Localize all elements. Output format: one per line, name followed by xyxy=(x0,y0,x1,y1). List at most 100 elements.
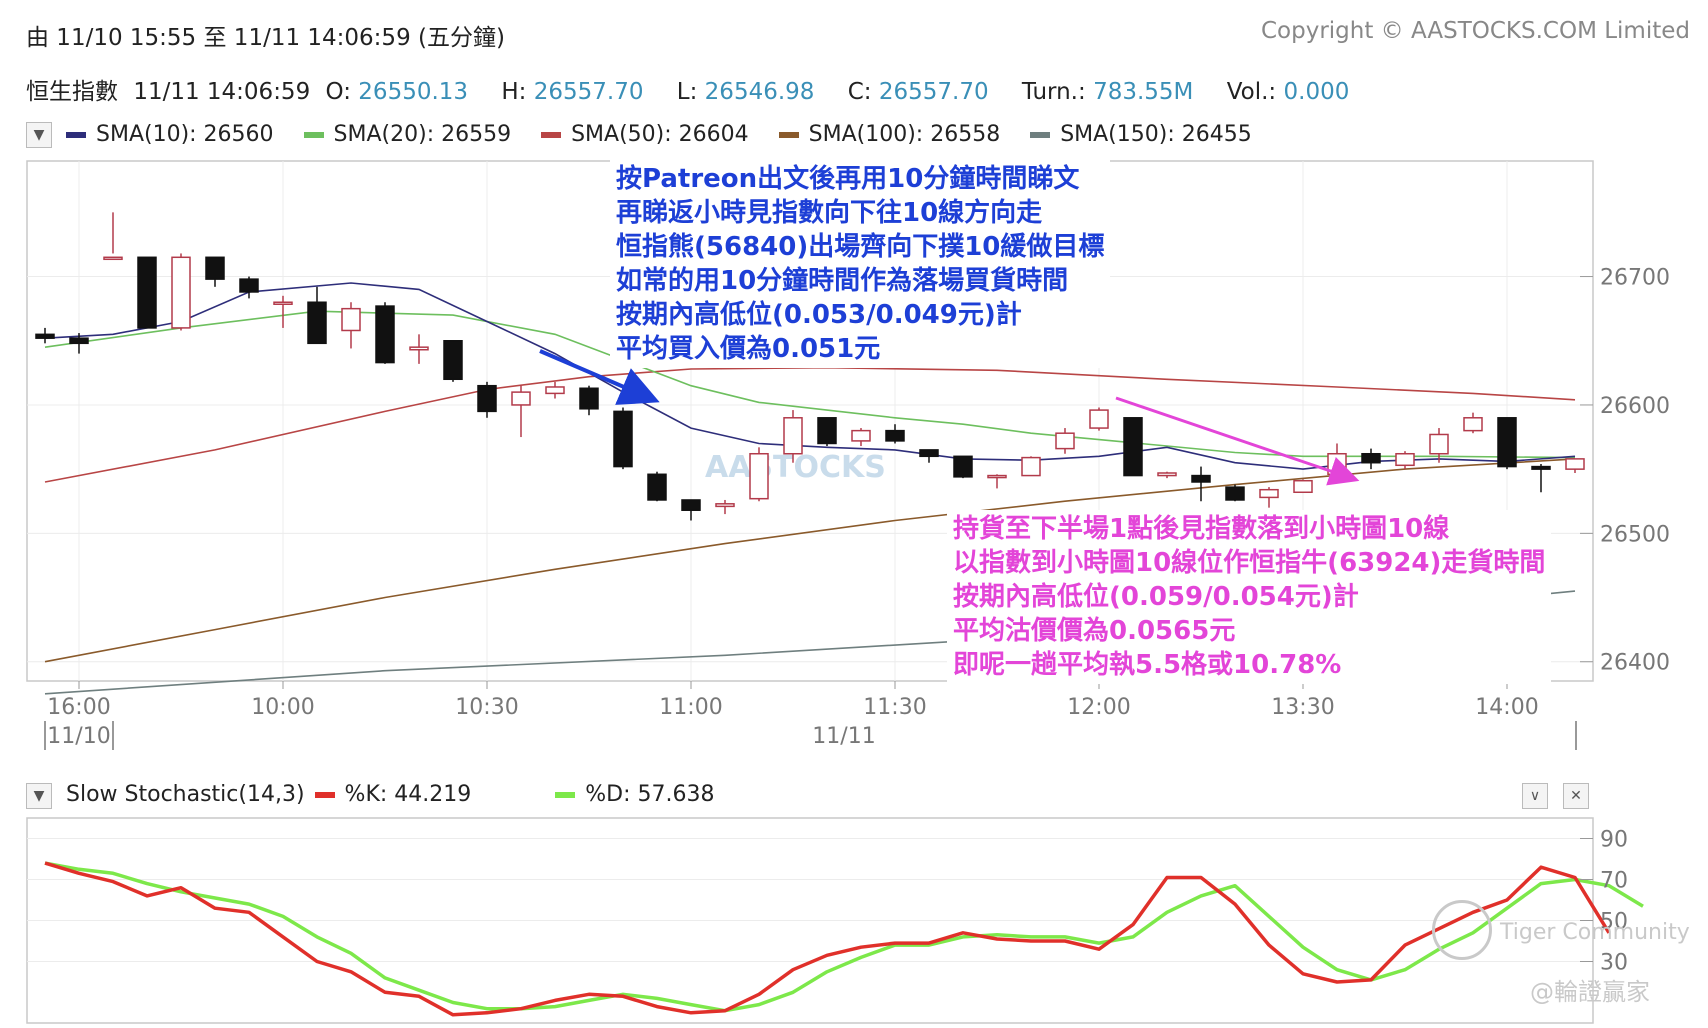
time-tick-label: 10:30 xyxy=(455,695,518,720)
annotation-blue-line: 如常的用10分鐘時間作為落場買貨時間 xyxy=(616,266,1069,296)
legend-sma10: SMA(10): 26560 xyxy=(66,122,274,147)
candle-down xyxy=(375,302,395,364)
sma150-swatch xyxy=(1030,131,1051,138)
candle-body xyxy=(477,384,497,413)
candle-up xyxy=(749,447,769,502)
candle-body xyxy=(1429,433,1449,455)
copyright: Copyright © AASTOCKS.COM Limited xyxy=(1260,18,1690,44)
time-tick-label: 10:00 xyxy=(251,695,314,720)
annotation-blue-line: 按Patreon出文後再用10分鐘時間睇文 xyxy=(616,164,1080,194)
chart-watermark: AASTOCKS xyxy=(705,450,886,485)
candle-body xyxy=(1327,452,1347,476)
candle-body xyxy=(511,391,531,406)
candle-up xyxy=(341,302,361,349)
sma50-swatch xyxy=(541,131,562,138)
candle-down xyxy=(681,499,701,521)
candle-down xyxy=(953,455,973,479)
stochastic-chart[interactable]: 90 70 50 30 xyxy=(0,815,1708,1028)
candle-body xyxy=(681,499,701,511)
annotation-blue-line: 恒指熊(56840)出場齊向下撲10緩做目標 xyxy=(616,232,1105,262)
candle-down xyxy=(885,424,905,444)
low-label: L: xyxy=(676,79,698,105)
candle-body xyxy=(1565,458,1585,470)
sma100-label: SMA(100): 26558 xyxy=(808,122,1001,147)
candle-body xyxy=(1021,456,1041,477)
close-icon[interactable]: ✕ xyxy=(1563,783,1589,809)
candle-up xyxy=(409,334,429,364)
candle-body xyxy=(1191,474,1211,483)
annotation-pink: 持貨至下半場1點後見指數落到小時圖10線 以指數到小時圖10線位作恒指牛(639… xyxy=(947,510,1552,684)
volume-value: 0.000 xyxy=(1283,79,1350,105)
candle-up xyxy=(103,212,123,261)
candle-down xyxy=(1123,417,1143,477)
candle-body xyxy=(239,278,259,293)
time-tick-label: 11:00 xyxy=(659,695,722,720)
candle-down xyxy=(69,333,89,354)
open-label: O: xyxy=(325,79,351,105)
candle-body xyxy=(647,473,667,501)
candle-up xyxy=(783,410,803,463)
d-swatch xyxy=(555,791,576,798)
annotation-blue-line: 按期內高低位(0.053/0.049元)計 xyxy=(616,300,1022,330)
candle-body xyxy=(1259,488,1279,499)
candle-up xyxy=(851,428,871,447)
stoch-tick-label: 70 xyxy=(1600,869,1628,894)
sma20-swatch xyxy=(303,131,324,138)
candle-down xyxy=(919,449,939,463)
main-chart-dropdown-button[interactable]: ▼ xyxy=(26,122,52,148)
sma100-swatch xyxy=(778,131,799,138)
candle-body xyxy=(341,307,361,332)
candle-up xyxy=(171,253,191,331)
candle-up xyxy=(1021,456,1041,477)
candle-body xyxy=(69,337,89,345)
sma10-swatch xyxy=(66,131,86,138)
close-value: 26557.70 xyxy=(878,79,989,105)
quote-time: 11/11 14:06:59 xyxy=(133,79,311,105)
annotation-pink-line: 即呢一趟平均執5.5格或10.78% xyxy=(953,650,1342,680)
candle-body xyxy=(205,256,225,280)
candle-up xyxy=(1463,412,1483,434)
candle-down xyxy=(477,381,497,418)
candle-body xyxy=(1293,479,1313,494)
time-tick-label: 14:00 xyxy=(1475,695,1538,720)
candle-up xyxy=(1565,458,1585,473)
author-watermark: @輪證贏家 xyxy=(1530,978,1650,1006)
candle-up xyxy=(1293,479,1313,494)
d-label: %D: 57.638 xyxy=(585,782,715,807)
candle-down xyxy=(647,471,667,502)
candle-body xyxy=(1361,452,1381,464)
candle-down xyxy=(35,327,55,344)
close-label: C: xyxy=(847,79,872,105)
legend-sma20: SMA(20): 26559 xyxy=(303,122,511,147)
candle-up xyxy=(273,295,293,328)
candle-body xyxy=(1055,432,1075,450)
candle-down xyxy=(137,256,157,329)
candle-down xyxy=(613,407,633,470)
stoch-tick-label: 90 xyxy=(1600,828,1628,853)
candle-down xyxy=(239,276,259,299)
candle-body xyxy=(35,333,55,339)
quote-bar: 恒生指數 11/11 14:06:59 O: 26550.13 H: 26557… xyxy=(26,72,1349,106)
index-name: 恒生指數 xyxy=(26,79,118,105)
stoch-tick-label: 30 xyxy=(1600,951,1628,976)
collapse-icon[interactable]: ∨ xyxy=(1522,783,1548,809)
candle-body xyxy=(545,386,565,395)
sma50-label: SMA(50): 26604 xyxy=(571,122,749,147)
annotation-pink-line: 按期內高低位(0.059/0.054元)計 xyxy=(953,582,1359,612)
candle-body xyxy=(409,346,429,351)
candle-up xyxy=(1395,451,1415,470)
candle-down xyxy=(1531,464,1551,493)
candle-body xyxy=(919,449,939,458)
stoch-tick-label: 50 xyxy=(1600,910,1628,935)
candle-body xyxy=(885,429,905,442)
stochastic-dropdown-button[interactable]: ▼ xyxy=(26,783,52,809)
candle-body xyxy=(783,417,803,455)
candle-body xyxy=(851,429,871,442)
time-tick-label: 16:00 xyxy=(47,695,110,720)
annotation-pink-line: 平均沽價價為0.0565元 xyxy=(953,616,1236,646)
annotation-pink-line: 持貨至下半場1點後見指數落到小時圖10線 xyxy=(953,514,1450,544)
candle-body xyxy=(1157,472,1177,477)
candle-up xyxy=(1055,428,1075,454)
candle-body xyxy=(579,387,599,410)
candle-down xyxy=(307,286,327,345)
